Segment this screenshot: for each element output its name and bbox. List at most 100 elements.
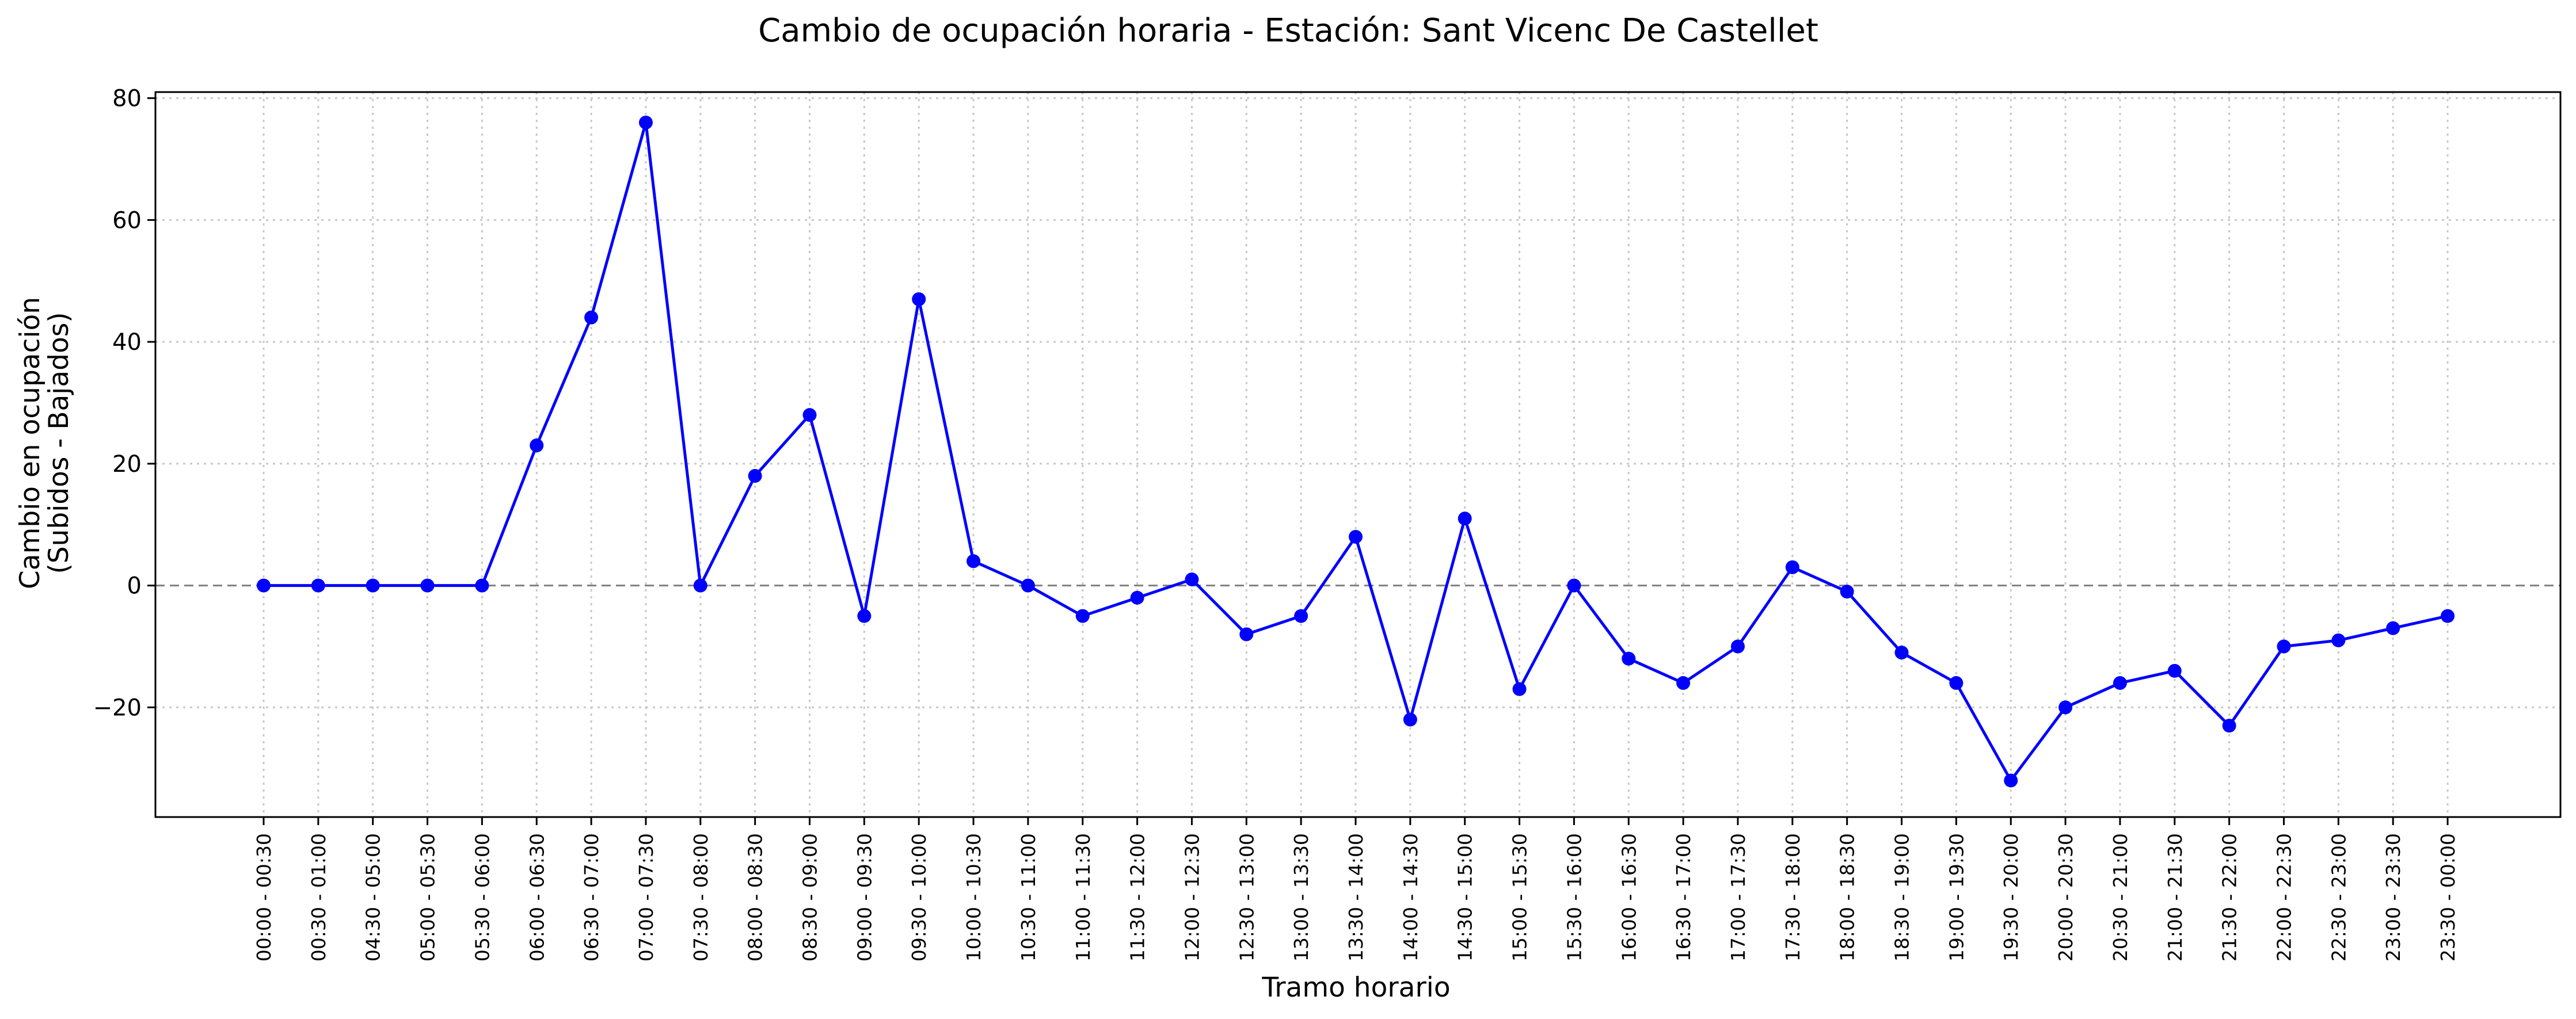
data-point [1185,573,1199,587]
x-tick-label: 11:30 - 12:00 [1127,833,1149,961]
data-point [1294,609,1308,623]
x-tick-label: 16:00 - 16:30 [1618,833,1640,961]
x-tick-label: 09:00 - 09:30 [853,833,876,961]
x-tick-label: 23:30 - 00:00 [2437,833,2459,961]
data-point [1349,529,1363,544]
data-point [802,408,817,422]
data-point [1021,578,1035,593]
y-tick-label: 80 [112,86,142,112]
data-point [1567,578,1581,593]
data-point [475,578,489,593]
data-point [530,438,544,453]
x-tick-label: 07:00 - 07:30 [635,833,657,961]
y-tick-label: 60 [112,207,142,234]
x-tick-label: 13:00 - 13:30 [1290,833,1312,961]
data-point [1676,676,1691,690]
data-point [366,578,380,593]
data-point [912,292,926,306]
x-tick-label: 15:00 - 15:30 [1509,833,1531,961]
x-tick-label: 17:00 - 17:30 [1727,833,1749,961]
data-point [1785,560,1799,574]
x-tick-label: 05:30 - 06:00 [471,833,493,961]
data-point [2004,773,2018,788]
y-tick-label: 40 [112,329,142,356]
data-point [1949,676,1964,690]
data-point [2113,676,2127,690]
x-tick-label: 08:00 - 08:30 [744,833,767,961]
data-point [1894,646,1909,660]
data-point [1458,512,1472,526]
x-tick-label: 22:30 - 23:00 [2327,833,2350,961]
x-tick-label: 20:00 - 20:30 [2054,833,2077,961]
x-tick-label: 21:30 - 22:00 [2219,833,2241,961]
x-tick-label: 04:30 - 05:00 [362,833,385,961]
data-point [2331,633,2346,647]
x-tick-label: 14:00 - 14:30 [1399,833,1422,961]
data-point [1403,712,1417,727]
data-point [638,115,653,129]
x-axis-label: Tramo horario [1261,972,1450,1003]
y-grid [155,97,2560,708]
x-tick-label: 12:00 - 12:30 [1181,833,1203,961]
data-point [748,469,762,483]
x-tick-label: 16:30 - 17:00 [1672,833,1695,961]
data-point [2441,609,2455,623]
x-tick-label: 22:00 - 22:30 [2273,833,2295,961]
x-tick-label: 05:00 - 05:30 [417,833,439,961]
x-tick-label: 11:00 - 11:30 [1072,833,1094,961]
x-tick-label: 06:00 - 06:30 [526,833,548,961]
y-axis-label: Cambio en ocupación (Subidos - Bajados) [14,297,75,589]
x-tick-label: 10:00 - 10:30 [962,833,985,961]
x-tick-label: 19:30 - 20:00 [2000,833,2022,961]
data-point [2277,639,2291,654]
data-point [2222,719,2236,733]
data-point [693,578,707,593]
x-tick-label: 13:30 - 14:00 [1345,833,1367,961]
data-point [2167,663,2182,678]
data-point [857,609,872,623]
y-axis-label-line-1: Cambio en ocupación [14,297,46,589]
x-tick-label: 07:30 - 08:00 [690,833,712,961]
data-point [420,578,435,593]
y-tick-label: 0 [127,573,142,600]
x-tick-label: 14:30 - 15:00 [1454,833,1477,961]
data-point [1840,585,1854,599]
x-tick-label: 21:00 - 21:30 [2164,833,2186,961]
data-point [1622,651,1636,666]
data-point [1512,682,1527,696]
y-tick-label: 20 [112,451,142,478]
x-ticks: 00:00 - 00:30 00:30 - 01:00 04:30 - 05:00 0… [253,817,2459,961]
x-tick-label: 19:00 - 19:30 [1945,833,1968,961]
x-tick-label: 00:30 - 01:00 [307,833,330,961]
x-tick-label: 10:30 - 11:00 [1017,833,1040,961]
data-point [584,310,599,325]
x-tick-label: 18:00 - 18:30 [1836,833,1859,961]
x-tick-label: 08:30 - 09:00 [799,833,821,961]
data-point [967,554,981,568]
x-tick-label: 20:30 - 21:00 [2109,833,2132,961]
x-tick-label: 09:30 - 10:00 [908,833,930,961]
data-points [257,115,2455,788]
data-point [1730,639,1745,654]
data-point [257,578,271,593]
y-axis-label-line-2: (Subidos - Bajados) [43,312,75,574]
x-tick-label: 12:30 - 13:00 [1235,833,1258,961]
chart-title: Cambio de ocupación horaria - Estación: … [758,12,1818,49]
data-point [1075,609,1090,623]
y-tick-label: −20 [93,694,142,721]
x-tick-label: 17:30 - 18:00 [1782,833,1804,961]
data-point [311,578,325,593]
data-point [2386,621,2400,635]
x-tick-label: 15:30 - 16:00 [1563,833,1585,961]
y-ticks: −20 0 20 40 60 80 [93,86,155,721]
x-grid [262,92,2449,817]
x-tick-label: 06:30 - 07:00 [580,833,603,961]
data-point [1239,627,1254,642]
data-point [2058,700,2073,715]
x-tick-label: 00:00 - 00:30 [253,833,275,961]
data-point [1130,590,1144,605]
x-tick-label: 23:00 - 23:30 [2382,833,2404,961]
x-tick-label: 18:30 - 19:00 [1891,833,1913,961]
plot-frame [154,91,2562,818]
